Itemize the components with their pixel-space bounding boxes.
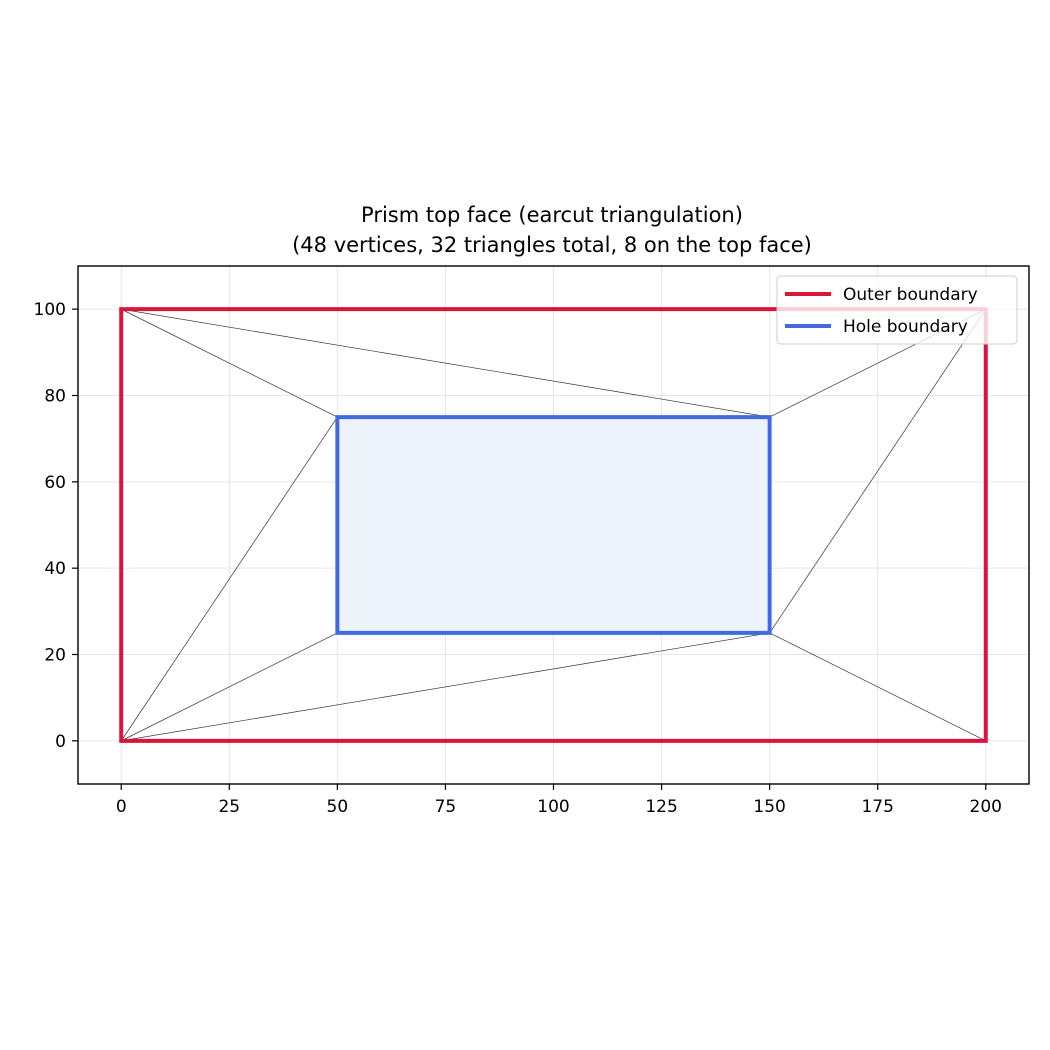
triangulation-edge [121, 308, 770, 418]
x-tick-label: 175 [861, 797, 893, 817]
x-tick-label: 150 [753, 797, 785, 817]
triangulation-edge [120, 416, 338, 742]
y-tick-label: 80 [44, 387, 66, 407]
x-tick-label: 125 [645, 797, 677, 817]
legend-box [776, 275, 1018, 345]
legend: Outer boundary Hole boundary [776, 275, 1018, 345]
x-tick-label: 100 [537, 797, 569, 817]
chart-title-line1: Prism top face (earcut triangulation) [361, 203, 743, 227]
y-tick-label: 60 [44, 473, 66, 493]
chart-title-line2: (48 vertices, 32 triangles total, 8 on t… [292, 233, 812, 257]
hole-boundary-line [335, 415, 772, 635]
triangulation-edge [769, 632, 986, 742]
y-tick-label: 20 [44, 646, 66, 666]
triangulation-edges [120, 308, 987, 742]
x-tick-label: 200 [970, 797, 1002, 817]
triangulation-edge [769, 308, 987, 634]
x-tick-label: 0 [116, 797, 127, 817]
x-tick-label: 50 [327, 797, 349, 817]
triangulation-edge [121, 632, 338, 742]
axis-ticks: 0 25 50 75 100 125 150 175 200 0 20 40 60 80 100 [34, 300, 1002, 817]
legend-label: Hole boundary [843, 317, 968, 337]
triangulation-edge [121, 308, 338, 418]
x-tick-label: 25 [218, 797, 240, 817]
x-tick-label: 75 [435, 797, 457, 817]
y-tick-label: 40 [44, 559, 66, 579]
y-tick-label: 100 [34, 300, 66, 320]
hole-fill [337, 417, 770, 633]
hole-fill-layer [337, 417, 770, 633]
y-tick-label: 0 [55, 732, 66, 752]
legend-label: Outer boundary [843, 285, 978, 305]
triangulation-edge [121, 632, 770, 742]
